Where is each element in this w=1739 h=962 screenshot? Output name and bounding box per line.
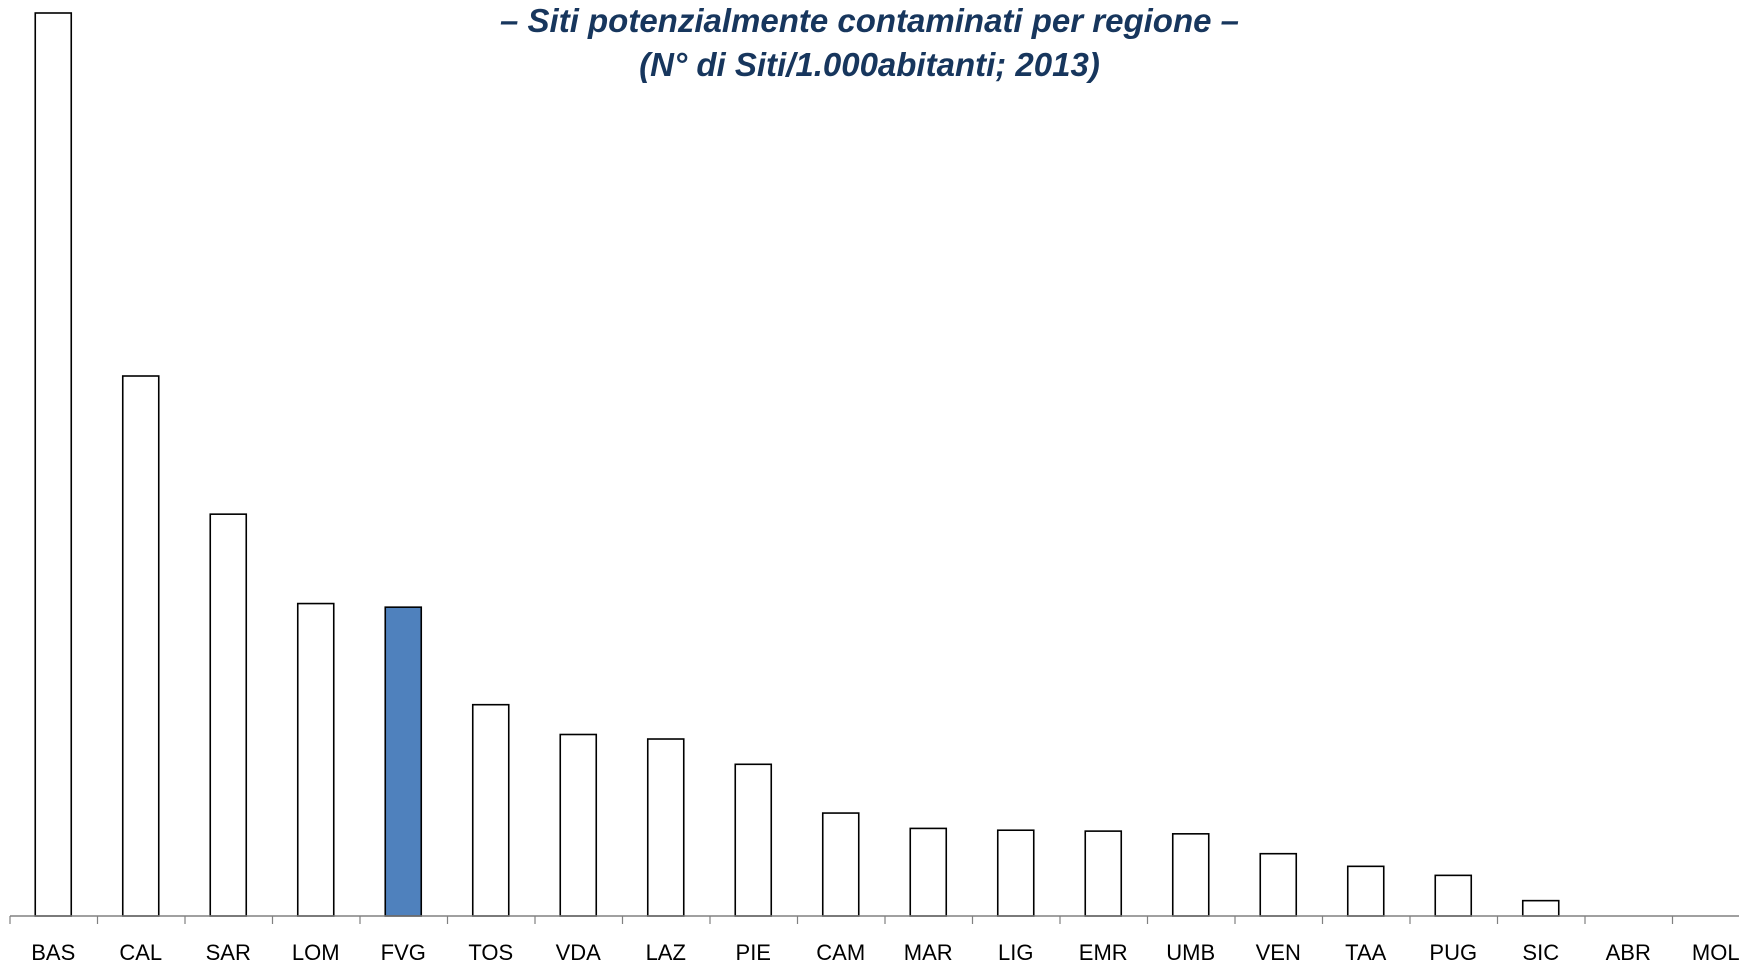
bar-emr xyxy=(1084,830,1123,917)
x-tick-label: CAL xyxy=(119,940,162,962)
bar-vda xyxy=(559,733,598,917)
x-tick-label: PIE xyxy=(736,940,771,962)
x-axis xyxy=(9,915,1739,924)
x-tick-label: LAZ xyxy=(646,940,686,962)
x-tick-label: LIG xyxy=(998,940,1033,962)
bar-lig xyxy=(996,829,1035,917)
chart-title: – Siti potenzialmente contaminati per re… xyxy=(500,2,1239,39)
x-tick-label: CAM xyxy=(816,940,865,962)
bar-lom xyxy=(296,602,335,917)
x-tick-label: MOL xyxy=(1692,940,1739,962)
bar-tos xyxy=(471,703,510,917)
bar-pug xyxy=(1434,874,1473,917)
x-tick-label: VEN xyxy=(1256,940,1301,962)
bar-sic xyxy=(1521,899,1560,917)
bar-taa xyxy=(1346,865,1385,917)
x-tick-label: LOM xyxy=(292,940,340,962)
x-tick-label: VDA xyxy=(556,940,602,962)
bar-sar xyxy=(209,513,248,917)
x-tick-label: PUG xyxy=(1429,940,1477,962)
bar-bas xyxy=(34,12,73,917)
bar-cal xyxy=(121,375,160,917)
bar-umb xyxy=(1171,833,1210,917)
bar-cam xyxy=(821,812,860,917)
x-tick-label: ABR xyxy=(1606,940,1651,962)
bar-mar xyxy=(909,827,948,917)
x-tick-label: MAR xyxy=(904,940,953,962)
chart-subtitle: (N° di Siti/1.000abitanti; 2013) xyxy=(639,46,1100,83)
x-tick-label: TAA xyxy=(1345,940,1386,962)
x-tick-label: FVG xyxy=(381,940,426,962)
bar-pie xyxy=(734,763,773,917)
x-tick-label: UMB xyxy=(1166,940,1215,962)
bar-laz xyxy=(646,738,685,917)
x-tick-label: SIC xyxy=(1522,940,1559,962)
x-tick-label: EMR xyxy=(1079,940,1128,962)
x-tick-label: SAR xyxy=(206,940,251,962)
bar-ven xyxy=(1259,852,1298,917)
x-tick-label: BAS xyxy=(31,940,75,962)
bar-fvg xyxy=(384,606,423,917)
bars-group xyxy=(34,12,1560,917)
x-tick-label: TOS xyxy=(468,940,513,962)
x-tick-labels: BAS CAL SAR LOM FVG TOS VDA LAZ PIE CAM MAR LIG EMR U… xyxy=(31,940,1739,962)
